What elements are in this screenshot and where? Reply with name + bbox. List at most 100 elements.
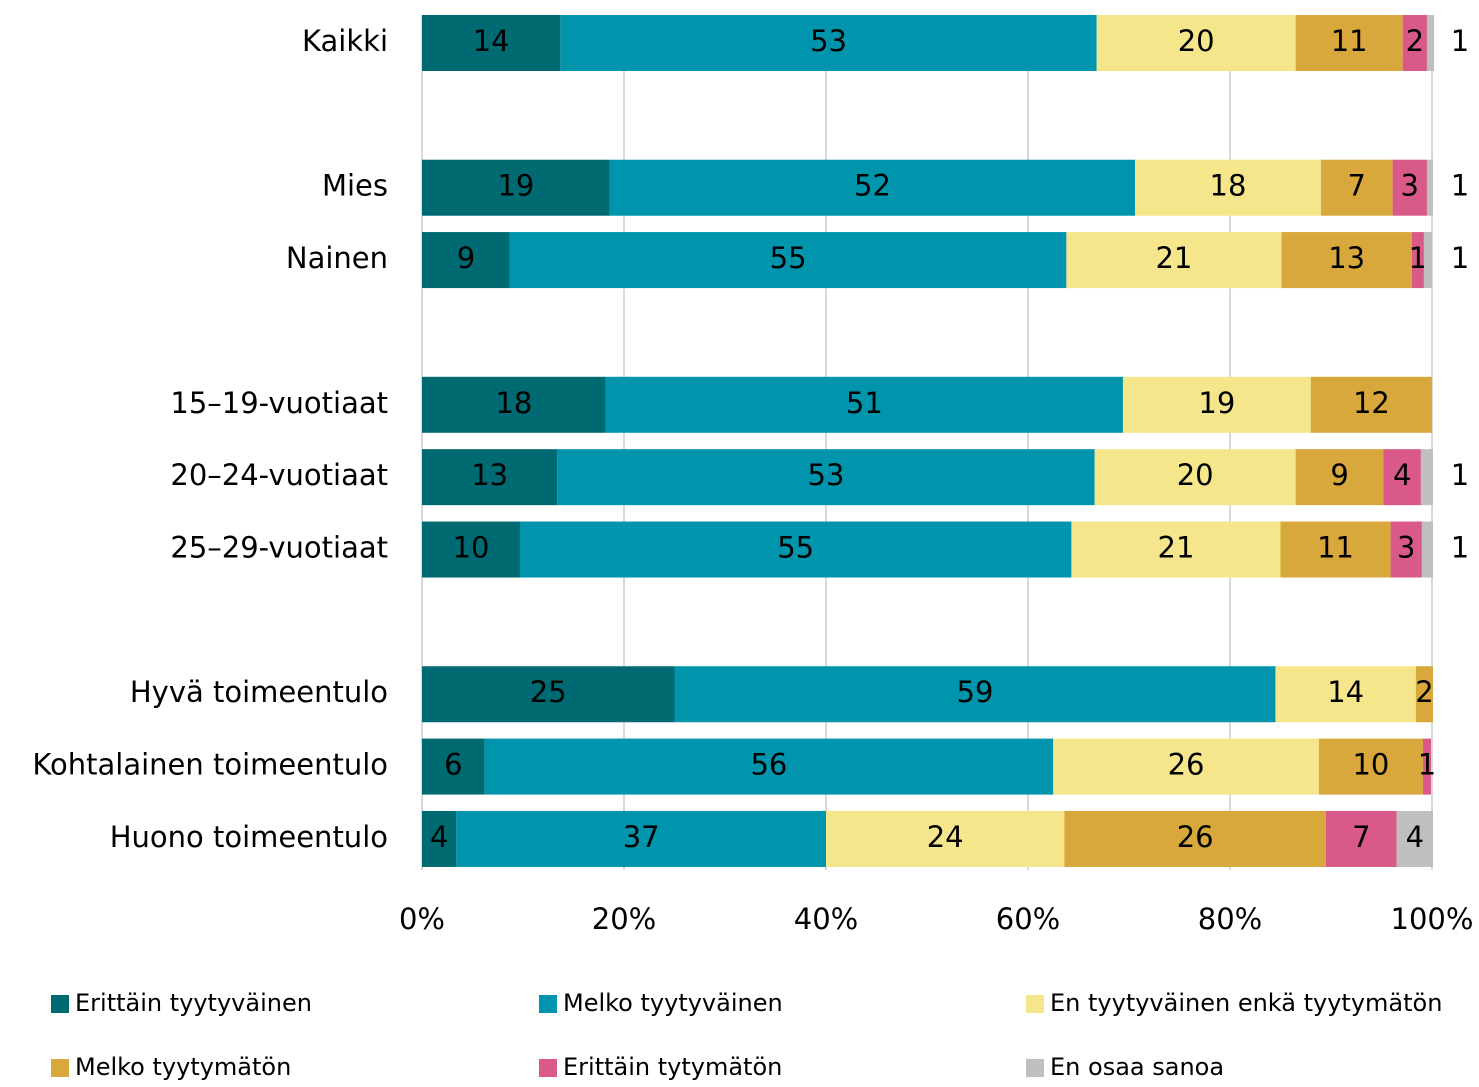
value-label: 1: [1451, 458, 1469, 492]
value-label: 9: [1330, 458, 1348, 492]
value-label: 2: [1415, 675, 1433, 709]
value-label: 6: [444, 748, 462, 782]
bar-segment: [605, 376, 1123, 433]
bar-segment: [557, 449, 1095, 506]
value-label: 37: [623, 820, 660, 854]
bar-segment: [1396, 810, 1434, 867]
category-label: Kohtalainen toimeentulo: [32, 748, 388, 782]
bar-segment: [609, 159, 1136, 216]
value-label: 4: [430, 820, 448, 854]
value-label: 10: [453, 531, 490, 565]
legend-swatch: [1026, 995, 1044, 1013]
bar-segment: [422, 159, 610, 216]
value-label: 14: [473, 24, 510, 58]
bar-segment: [1275, 666, 1416, 723]
x-tick-label: 20%: [592, 902, 656, 936]
legend-label: En osaa sanoa: [1050, 1053, 1224, 1081]
value-label: 51: [846, 386, 883, 420]
bar-segment: [422, 738, 485, 795]
value-label: 26: [1168, 748, 1205, 782]
category-label: Kaikki: [302, 24, 388, 58]
value-label: 13: [1328, 241, 1365, 275]
category-label: 20–24-vuotiaat: [170, 458, 388, 492]
value-label: 19: [497, 169, 534, 203]
bar-segment: [1066, 232, 1282, 289]
bar-segment: [519, 521, 1072, 578]
bar-segment: [1094, 449, 1296, 506]
value-label: 1: [1451, 241, 1469, 275]
legend-swatch: [51, 995, 69, 1013]
bar-segment: [1383, 449, 1421, 506]
value-label: 53: [808, 458, 845, 492]
x-tick-label: 40%: [794, 902, 858, 936]
value-label: 12: [1353, 386, 1390, 420]
bar-segment: [1053, 738, 1319, 795]
category-label: 15–19-vuotiaat: [170, 386, 388, 420]
x-tick-label: 100%: [1391, 902, 1474, 936]
value-label: 52: [854, 169, 891, 203]
bar-segment: [422, 666, 675, 723]
bar-segment: [1423, 232, 1432, 289]
legend-swatch: [51, 1059, 69, 1077]
value-label: 18: [495, 386, 532, 420]
value-label: 19: [1198, 386, 1235, 420]
legend-label: Melko tyytymätön: [75, 1053, 291, 1081]
bar-segment: [1295, 15, 1403, 71]
value-label: 7: [1352, 820, 1370, 854]
bar-segment: [422, 449, 558, 506]
bar-segment: [422, 232, 510, 289]
bar-segment: [1426, 159, 1434, 216]
bar-segment: [422, 15, 561, 71]
value-label: 1: [1418, 748, 1436, 782]
legend-label: En tyytyväinen enkä tyytymätön: [1050, 989, 1442, 1017]
value-label: 25: [530, 675, 567, 709]
value-label: 3: [1397, 531, 1415, 565]
category-label: Huono toimeentulo: [110, 820, 388, 854]
category-label: Hyvä toimeentulo: [130, 675, 388, 709]
bar-segment: [1320, 159, 1393, 216]
legend-label: Melko tyytyväinen: [563, 989, 783, 1017]
legend-swatch: [539, 1059, 557, 1077]
bar-segment: [456, 810, 826, 867]
value-label: 1: [1409, 241, 1427, 275]
bar-segment: [1392, 159, 1427, 216]
value-label: 10: [1352, 748, 1389, 782]
bar-segment: [422, 810, 457, 867]
value-label: 1: [1451, 169, 1469, 203]
value-label: 4: [1406, 820, 1424, 854]
category-label: Nainen: [286, 241, 388, 275]
bar-segment: [1310, 376, 1432, 433]
value-label: 55: [777, 531, 814, 565]
bar-segment: [1411, 232, 1424, 289]
bar-segment: [422, 376, 606, 433]
value-label: 3: [1401, 169, 1419, 203]
legend-label: Erittäin tyytyväinen: [75, 989, 312, 1017]
bar-segment: [1096, 15, 1296, 71]
x-tick-label: 0%: [399, 902, 445, 936]
value-label: 7: [1348, 169, 1366, 203]
value-label: 18: [1210, 169, 1247, 203]
value-label: 1: [1451, 531, 1469, 565]
bar-segment: [1318, 738, 1423, 795]
value-label: 21: [1158, 531, 1195, 565]
x-tick-label: 80%: [1198, 902, 1262, 936]
value-label: 20: [1177, 458, 1214, 492]
bar-segment: [1402, 15, 1427, 71]
legend-label: Erittäin tytymätön: [563, 1053, 782, 1081]
value-label: 9: [457, 241, 475, 275]
value-label: 59: [957, 675, 994, 709]
bar-segment: [1281, 232, 1412, 289]
value-label: 24: [927, 820, 964, 854]
bar-segment: [1390, 521, 1422, 578]
category-label: Mies: [322, 169, 388, 203]
legend-swatch: [539, 995, 557, 1013]
bar-segment: [1421, 521, 1434, 578]
x-tick-label: 60%: [996, 902, 1060, 936]
bar-segment: [1122, 376, 1311, 433]
value-label: 56: [750, 748, 787, 782]
bar-segment: [509, 232, 1067, 289]
category-label: 25–29-vuotiaat: [170, 531, 388, 565]
value-label: 11: [1331, 24, 1368, 58]
value-label: 11: [1317, 531, 1354, 565]
bar-segment: [1420, 449, 1434, 506]
